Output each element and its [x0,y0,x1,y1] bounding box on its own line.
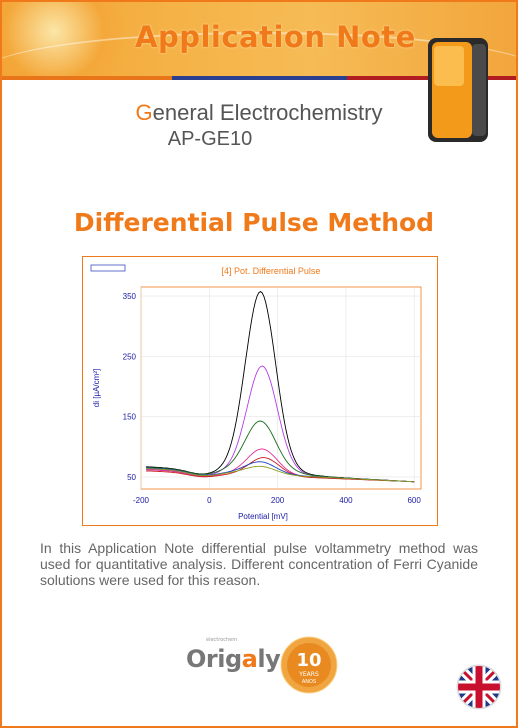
category-heading: General Electrochemistry [0,100,518,126]
anniversary-seal: 10 YEARS ANOS [280,636,338,694]
x-tick-label: 400 [339,496,353,505]
plot-area [140,286,422,490]
seal-sub: ANOS [302,679,316,685]
x-axis-label: Potential [mV] [238,512,288,521]
voltammetry-chart: -200 0 200 400 600 50 150 250 350 [4] Pot. Differ… [90,264,422,521]
uk-flag-icon[interactable] [456,664,502,710]
origalys-logo: electrochem Origalys [186,637,295,673]
chart-title: [4] Pot. Differential Pulse [222,266,321,276]
method-title: Differential Pulse Method [73,208,435,237]
category-first-letter: G [135,100,153,125]
x-tick-label: 200 [271,496,285,505]
note-code: AP-GE10 [167,128,253,150]
y-tick-label: 50 [127,473,136,482]
x-tick-label: -200 [133,496,150,505]
seal-number: 10 [296,650,321,671]
series-line-7 [146,465,415,483]
chart-frame: -200 0 200 400 600 50 150 250 350 [4] Pot. Differ… [82,256,438,526]
logo-tag: electrochem [206,637,238,643]
x-tick-label: 0 [207,496,212,505]
banner-wave [2,32,516,76]
y-tick-label: 150 [123,413,137,422]
legend-swatch [90,264,126,272]
potentiostat-device-image [428,38,488,142]
x-tick-label: 600 [407,496,421,505]
seal-text: YEARS [298,671,319,678]
y-tick-label: 250 [123,352,137,361]
y-axis-label: di [µA/cm²] [92,369,101,407]
category-rest: eneral Electrochemistry [152,100,383,125]
banner-title: Application Note [135,20,416,54]
description-text: In this Application Note differential pu… [40,540,478,588]
y-tick-label: 350 [123,292,137,301]
